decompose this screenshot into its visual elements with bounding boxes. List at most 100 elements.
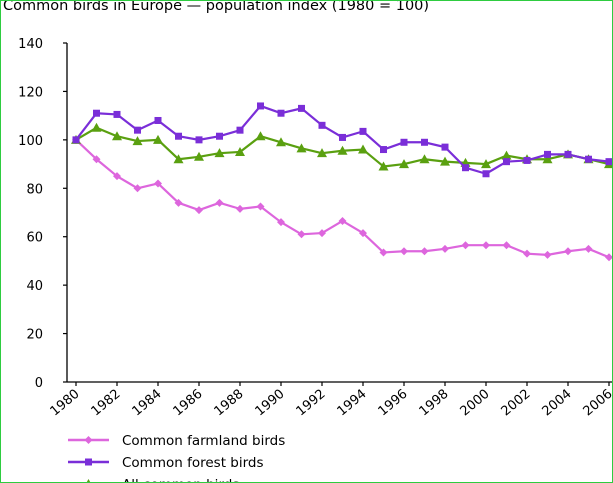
data-point xyxy=(195,136,203,144)
data-point xyxy=(133,184,142,193)
data-point xyxy=(235,146,245,156)
data-point xyxy=(378,161,389,171)
data-point xyxy=(154,116,162,124)
x-tick-label: 1992 xyxy=(294,387,329,420)
data-point xyxy=(72,136,80,144)
y-tick-label: 40 xyxy=(26,279,43,294)
x-tick-label: 1998 xyxy=(417,387,452,420)
data-point xyxy=(216,132,223,140)
legend-item: Common farmland birds xyxy=(68,433,285,449)
data-point xyxy=(544,150,551,158)
x-tick-label: 1984 xyxy=(130,387,165,420)
data-point xyxy=(400,247,408,256)
x-tick-label: 1986 xyxy=(171,387,206,420)
data-point xyxy=(276,137,286,147)
data-point xyxy=(584,244,593,253)
data-point xyxy=(461,241,470,250)
data-point xyxy=(605,253,612,262)
legend: Common farmland birds Common forest birds… xyxy=(68,433,285,482)
data-point xyxy=(255,131,266,141)
data-point xyxy=(564,150,572,158)
legend-item: Common forest birds xyxy=(68,455,264,471)
x-tick-label: 1988 xyxy=(212,387,247,420)
x-tick-label: 2006 xyxy=(581,387,612,420)
legend-label: Common farmland birds xyxy=(122,433,285,449)
data-point xyxy=(297,230,306,239)
x-tick-label: 1982 xyxy=(89,387,124,420)
data-point xyxy=(194,151,204,161)
data-point xyxy=(195,206,203,215)
data-point xyxy=(215,198,224,207)
data-point xyxy=(318,229,326,238)
data-point xyxy=(421,138,428,146)
data-point xyxy=(296,143,307,153)
data-point xyxy=(298,104,305,112)
data-point xyxy=(256,202,265,211)
data-point xyxy=(379,248,388,257)
legend-marker xyxy=(86,479,91,482)
x-tick-label: 1996 xyxy=(376,387,411,420)
data-point xyxy=(501,150,512,160)
data-point xyxy=(564,247,572,256)
data-point xyxy=(154,179,162,188)
data-point xyxy=(277,109,285,117)
data-point xyxy=(214,148,225,158)
data-point xyxy=(236,126,244,134)
legend-marker xyxy=(85,458,92,466)
data-point xyxy=(380,146,387,154)
data-point xyxy=(113,172,121,181)
y-tick-label: 0 xyxy=(35,376,43,391)
data-point xyxy=(420,247,429,256)
y-tick-label: 80 xyxy=(26,182,43,197)
x-tick-label: 1990 xyxy=(253,387,288,420)
data-point xyxy=(482,241,490,250)
data-point xyxy=(174,198,183,207)
data-point xyxy=(503,158,510,166)
series-lines xyxy=(71,102,612,262)
data-point xyxy=(318,121,326,129)
data-point xyxy=(359,127,367,135)
data-point xyxy=(441,143,449,151)
series-1 xyxy=(72,102,612,178)
data-point xyxy=(277,218,285,227)
data-point xyxy=(482,170,490,178)
data-point xyxy=(236,204,244,213)
data-point xyxy=(419,154,430,164)
legend-marker xyxy=(84,436,93,444)
data-point xyxy=(317,148,327,158)
data-point xyxy=(113,110,121,118)
series-2 xyxy=(71,122,612,171)
data-point xyxy=(257,102,264,110)
y-tick-label: 120 xyxy=(18,85,43,100)
data-point xyxy=(542,154,553,164)
data-point xyxy=(134,126,141,134)
series-0 xyxy=(72,135,612,262)
legend-label: All common birds xyxy=(122,477,239,482)
y-tick-label: 100 xyxy=(18,134,43,149)
x-tick-label: 1994 xyxy=(335,387,370,420)
data-point xyxy=(93,109,100,117)
data-point xyxy=(502,241,511,250)
data-point xyxy=(112,131,122,141)
x-tick-label: 1980 xyxy=(48,387,83,420)
x-tick-label: 2000 xyxy=(458,387,493,420)
data-point xyxy=(175,132,182,140)
data-point xyxy=(523,249,531,258)
data-point xyxy=(440,156,450,166)
y-tick-label: 60 xyxy=(26,231,43,246)
data-point xyxy=(441,244,449,253)
data-point xyxy=(585,155,592,163)
data-point xyxy=(523,156,531,164)
data-point xyxy=(543,250,552,259)
data-point xyxy=(91,122,102,132)
legend-item: All common birds xyxy=(86,477,239,482)
y-tick-label: 140 xyxy=(18,37,43,52)
data-point xyxy=(359,229,367,238)
data-point xyxy=(337,145,348,155)
data-point xyxy=(338,216,347,225)
data-point xyxy=(339,133,346,141)
data-point xyxy=(399,159,409,169)
